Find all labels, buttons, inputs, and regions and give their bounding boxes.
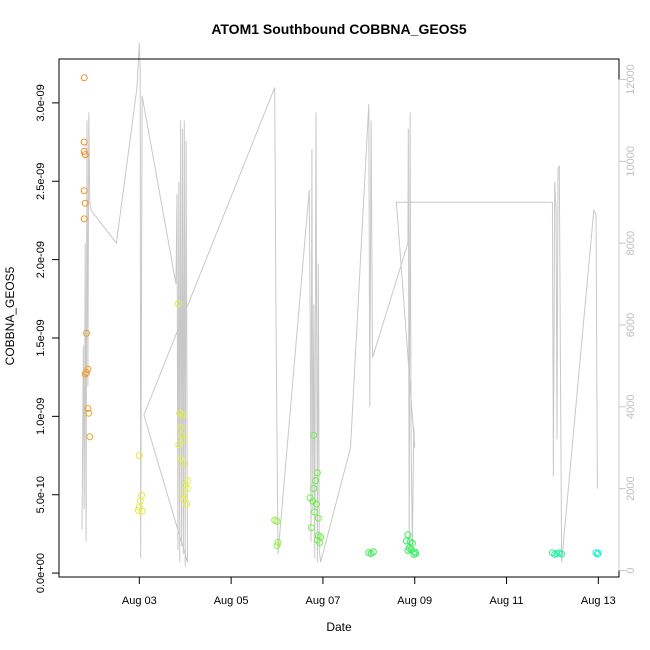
data-point-56 bbox=[404, 531, 412, 539]
y2-tick-label: 10000 bbox=[625, 146, 637, 177]
data-point-5 bbox=[81, 199, 89, 207]
data-point-40 bbox=[313, 469, 321, 477]
data-point-15 bbox=[138, 491, 146, 499]
y2-tick-label: 12000 bbox=[625, 64, 637, 95]
x-tick-label: Aug 03 bbox=[122, 595, 157, 607]
data-point-20 bbox=[174, 300, 182, 307]
data-point-36 bbox=[273, 517, 281, 525]
data-point-6 bbox=[80, 215, 88, 223]
y2-tick-label: 6000 bbox=[625, 313, 637, 337]
y-tick-label: 3.0e-09 bbox=[35, 84, 47, 121]
data-point-1 bbox=[80, 138, 88, 146]
y-tick-label: 2.0e-09 bbox=[35, 241, 47, 278]
x-tick-label: Aug 09 bbox=[397, 595, 432, 607]
data-point-31 bbox=[184, 484, 191, 492]
data-point-39 bbox=[310, 431, 318, 439]
data-point-0 bbox=[80, 74, 88, 82]
data-point-26 bbox=[175, 441, 183, 449]
data-point-32 bbox=[179, 491, 187, 499]
data-point-34 bbox=[183, 500, 191, 508]
y2-tick-label: 8000 bbox=[625, 231, 637, 255]
data-point-61 bbox=[404, 546, 412, 554]
x-tick-label: Aug 13 bbox=[581, 595, 616, 607]
data-point-11 bbox=[84, 405, 92, 412]
chart-title: ATOM1 Southbound COBBNA_GEOS5 bbox=[211, 21, 467, 37]
data-point-14 bbox=[135, 452, 143, 459]
data-point-42 bbox=[310, 484, 318, 492]
data-point-13 bbox=[86, 433, 94, 441]
data-point-72 bbox=[593, 550, 601, 558]
y2-axis: 0 2000 4000 6000 8000 10000 12000 bbox=[618, 64, 637, 574]
data-point-46 bbox=[311, 508, 319, 516]
y-tick-label: 5.0e-10 bbox=[35, 476, 47, 513]
y-axis-label: COBBNA_GEOS5 bbox=[3, 266, 17, 365]
data-point-38 bbox=[273, 542, 281, 550]
data-point-47 bbox=[314, 514, 322, 522]
data-point-23 bbox=[177, 423, 185, 431]
data-point-41 bbox=[312, 477, 320, 485]
data-point-37 bbox=[274, 539, 282, 546]
concentration-series bbox=[80, 74, 602, 558]
data-point-4 bbox=[80, 187, 88, 195]
data-point-57 bbox=[403, 537, 410, 545]
y-tick-label: 1.0e-09 bbox=[35, 398, 47, 435]
x-tick-label: Aug 11 bbox=[490, 595, 524, 607]
x-axis: Aug 03 Aug 05 Aug 07 Aug 09 Aug 11 Aug 13 bbox=[122, 576, 616, 607]
x-tick-label: Aug 05 bbox=[214, 595, 249, 607]
data-point-55 bbox=[369, 548, 377, 556]
data-point-22 bbox=[179, 411, 187, 419]
y-tick-label: 2.5e-09 bbox=[35, 163, 47, 200]
data-point-18 bbox=[134, 506, 142, 514]
y2-tick-label: 0 bbox=[625, 567, 637, 573]
altitude-line bbox=[81, 42, 598, 567]
data-point-51 bbox=[313, 536, 321, 544]
x-tick-label: Aug 07 bbox=[305, 595, 340, 607]
data-point-48 bbox=[308, 524, 315, 532]
data-point-25 bbox=[180, 436, 188, 444]
data-point-19 bbox=[138, 507, 146, 515]
data-point-45 bbox=[313, 500, 320, 508]
data-point-2 bbox=[80, 148, 88, 155]
y-tick-label: 1.5e-09 bbox=[35, 319, 47, 356]
y-tick-label: 0.0e+00 bbox=[35, 553, 47, 593]
data-point-28 bbox=[179, 459, 187, 467]
y2-tick-label: 4000 bbox=[625, 395, 637, 419]
altitude-series bbox=[81, 42, 598, 567]
data-point-59 bbox=[408, 539, 416, 547]
data-point-12 bbox=[85, 409, 93, 417]
x-axis-label: Date bbox=[326, 620, 352, 634]
data-point-9 bbox=[83, 369, 90, 376]
y-axis: 0.0e+00 5.0e-10 1.0e-09 1.5e-09 2.0e-09 2.5e-… bbox=[35, 84, 60, 593]
data-point-3 bbox=[81, 151, 89, 159]
data-point-10 bbox=[81, 370, 89, 378]
data-point-7 bbox=[83, 329, 90, 337]
data-point-52 bbox=[316, 539, 324, 546]
data-point-65 bbox=[412, 550, 420, 557]
y2-tick-label: 2000 bbox=[625, 476, 637, 500]
data-point-70 bbox=[558, 550, 566, 558]
data-point-73 bbox=[594, 549, 602, 557]
